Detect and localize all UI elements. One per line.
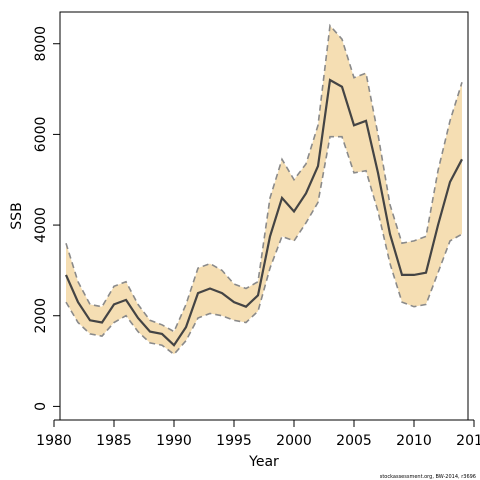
y-tick-label-0: 0 <box>33 402 49 411</box>
x-tick-label-1980: 1980 <box>36 433 72 449</box>
x-axis-title: Year <box>248 454 279 470</box>
x-tick-label-2010: 2010 <box>396 433 432 449</box>
plot-frame <box>59 11 469 421</box>
ssb-estimate-line <box>64 78 463 347</box>
x-tick-label-1990: 1990 <box>156 433 192 449</box>
y-tick-label-4000: 4000 <box>33 207 49 243</box>
confidence-band <box>66 25 462 355</box>
y-tick-label-8000: 8000 <box>33 26 49 62</box>
upper-bound-line <box>65 23 463 333</box>
y-axis-title: SSB <box>9 202 25 229</box>
x-tick-label-2015: 2015 <box>456 433 480 449</box>
y-tick-label-6000: 6000 <box>33 117 49 153</box>
y-axis: 0 2000 4000 6000 8000 <box>33 26 61 411</box>
lower-bound-line <box>65 135 463 356</box>
x-tick-label-1985: 1985 <box>96 433 132 449</box>
x-tick-label-2000: 2000 <box>276 433 312 449</box>
y-tick-label-2000: 2000 <box>33 298 49 334</box>
x-tick-label-2005: 2005 <box>336 433 372 449</box>
x-tick-label-1995: 1995 <box>216 433 252 449</box>
x-axis: 1980 1985 1990 1995 2000 2005 2010 2015 <box>36 419 480 449</box>
footnote: stockassessment.org, BW-2014, r3696 <box>380 474 476 480</box>
